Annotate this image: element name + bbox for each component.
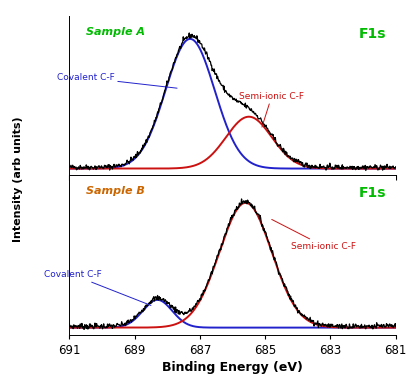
Text: F1s: F1s xyxy=(359,186,386,200)
Text: Sample B: Sample B xyxy=(86,186,144,196)
Text: Covalent C-F: Covalent C-F xyxy=(57,73,177,88)
Text: Covalent C-F: Covalent C-F xyxy=(44,270,151,305)
Text: Semi-ionic C-F: Semi-ionic C-F xyxy=(239,92,304,127)
Text: F1s: F1s xyxy=(359,27,386,41)
Text: Intensity (arb units): Intensity (arb units) xyxy=(13,116,23,242)
X-axis label: Binding Energy (eV): Binding Energy (eV) xyxy=(162,361,303,374)
Text: Semi-ionic C-F: Semi-ionic C-F xyxy=(272,219,356,251)
Text: Sample A: Sample A xyxy=(86,27,145,37)
